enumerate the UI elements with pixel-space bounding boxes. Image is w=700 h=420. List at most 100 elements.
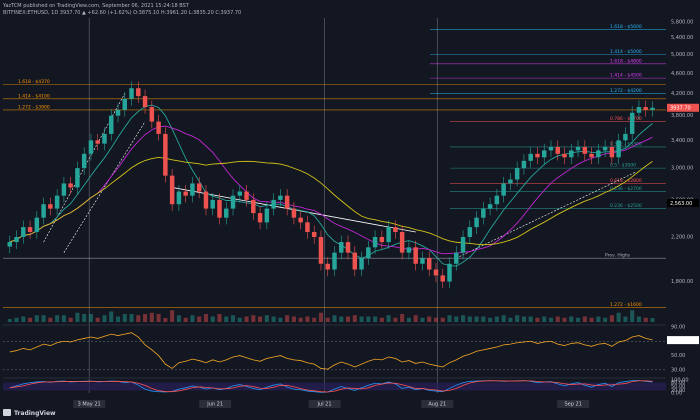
candle bbox=[521, 154, 527, 175]
stoch-tick-label: 100.00 bbox=[671, 378, 689, 384]
candle-body bbox=[474, 217, 479, 228]
candle bbox=[562, 147, 567, 165]
candle bbox=[142, 89, 148, 114]
candle-body bbox=[386, 227, 391, 243]
volume-bar bbox=[197, 316, 202, 322]
moving-averages bbox=[9, 104, 653, 267]
candle bbox=[332, 246, 337, 277]
price-tick-label: 3,400.00 bbox=[671, 138, 693, 144]
volume-bar bbox=[555, 316, 560, 322]
candle bbox=[21, 220, 26, 244]
candle-body bbox=[142, 96, 148, 108]
time-axis: 3 May 21 Jun 21 Jul 21 Aug 21 Sep 21 bbox=[73, 400, 590, 408]
candle bbox=[196, 176, 202, 199]
candle-body bbox=[345, 242, 351, 253]
candle-body bbox=[311, 231, 317, 237]
candle-body bbox=[244, 191, 249, 200]
candle bbox=[224, 202, 229, 225]
candle-body bbox=[555, 146, 560, 154]
candle bbox=[169, 169, 175, 211]
candle-body bbox=[596, 150, 601, 158]
volume-bar bbox=[562, 317, 567, 322]
candle-body bbox=[149, 107, 155, 122]
candle bbox=[156, 115, 161, 141]
candle bbox=[352, 246, 358, 277]
candle-body bbox=[237, 191, 243, 196]
volume-bar bbox=[501, 315, 506, 322]
candle bbox=[433, 262, 439, 283]
candle-body bbox=[582, 146, 588, 154]
price-tag: 3937.70 bbox=[670, 106, 691, 112]
time-label: Jul 21 bbox=[317, 402, 332, 408]
volume-bars bbox=[7, 310, 655, 322]
candle-body bbox=[251, 199, 256, 214]
candle-body bbox=[406, 247, 412, 253]
candle bbox=[190, 176, 195, 203]
candle bbox=[636, 100, 642, 120]
volume-bar bbox=[61, 315, 66, 322]
time-label: 3 May 21 bbox=[78, 402, 101, 408]
candle bbox=[122, 92, 128, 117]
candle-body bbox=[7, 242, 12, 247]
logo-mark bbox=[3, 409, 11, 416]
candle-body bbox=[609, 146, 615, 158]
candle-body bbox=[562, 153, 567, 158]
ma-50-line bbox=[9, 125, 653, 255]
candle-body bbox=[224, 208, 229, 218]
candle bbox=[541, 143, 547, 165]
price-tick-label: 4,200.00 bbox=[671, 91, 693, 97]
volume-bar bbox=[82, 314, 87, 322]
volume-bar bbox=[291, 316, 296, 322]
volume-bar bbox=[325, 317, 330, 322]
volume-bar bbox=[14, 317, 19, 322]
candle bbox=[68, 176, 73, 195]
volume-bar bbox=[55, 315, 60, 322]
candle bbox=[447, 257, 452, 289]
candle bbox=[61, 176, 67, 203]
volume-bar bbox=[494, 316, 499, 322]
volume-bar bbox=[603, 317, 608, 322]
candle-body bbox=[88, 140, 94, 154]
volume-bar bbox=[339, 316, 344, 322]
volume-bar bbox=[143, 314, 148, 322]
candle-body bbox=[332, 252, 337, 270]
candle-body bbox=[102, 133, 107, 144]
level-label-1: 1.414 - $5000 bbox=[610, 49, 642, 55]
candle-body bbox=[183, 191, 188, 196]
volume-bar bbox=[609, 315, 614, 322]
volume-bar bbox=[122, 314, 127, 322]
ma-20-line bbox=[9, 104, 653, 267]
volume-bar bbox=[203, 314, 208, 322]
candle bbox=[548, 140, 554, 158]
rsi-tag: 71.65 bbox=[670, 338, 684, 344]
price-tick-label: 1,800.00 bbox=[671, 279, 693, 285]
fib-levels: 1.618 - $5600 1.414 - $5000 1.618 - $4800 1… bbox=[3, 24, 666, 308]
volume-bar bbox=[440, 317, 445, 322]
header-symbol-line: BITFINEX:ETHUSD, 1D 3937.70 ▲ +62.60 (+1… bbox=[3, 10, 241, 16]
candle-body bbox=[169, 175, 175, 205]
candle bbox=[95, 133, 100, 151]
level-label-9: 0.236 - $2700 bbox=[610, 186, 642, 192]
candle-body bbox=[298, 217, 303, 223]
candle-body bbox=[541, 150, 547, 158]
volume-bar bbox=[258, 316, 263, 322]
candle bbox=[291, 202, 297, 225]
volume-bar bbox=[21, 316, 26, 322]
candle bbox=[487, 197, 493, 216]
candle bbox=[34, 211, 40, 239]
stoch-d-line bbox=[9, 380, 653, 393]
candle bbox=[399, 225, 405, 260]
candle-body bbox=[501, 183, 506, 196]
candle bbox=[325, 257, 330, 277]
volume-bar bbox=[68, 317, 73, 322]
volume-bar bbox=[28, 317, 33, 322]
candle bbox=[575, 140, 581, 158]
candle-body bbox=[399, 231, 405, 253]
volume-bar bbox=[406, 317, 411, 322]
volume-bar bbox=[298, 317, 303, 322]
price-tick-label: 5,800.00 bbox=[671, 19, 693, 25]
candle-body bbox=[440, 275, 445, 282]
candle bbox=[372, 230, 378, 255]
candle-body bbox=[623, 133, 628, 141]
